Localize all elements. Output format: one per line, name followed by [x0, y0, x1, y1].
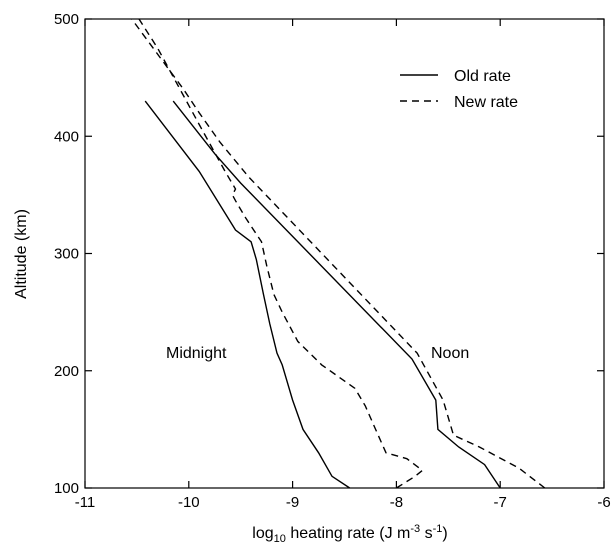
plot-area [131, 18, 546, 489]
x-tick-label: -10 [178, 494, 200, 511]
y-axis-title: Altitude (km) [13, 209, 30, 299]
x-tick-label: -11 [75, 494, 96, 511]
x-tick-label: -8 [390, 494, 403, 511]
x-axis-title: log10 heating rate (J m-3 s-1) [252, 523, 447, 545]
annotation-midnight: Midnight [166, 345, 227, 362]
plot-frame [84, 18, 605, 489]
axes: -11 -10 -9 -8 -7 -6 100 200 300 400 500 [54, 11, 611, 511]
y-tick-label: 300 [54, 246, 79, 263]
series-line-noon-solid [172, 100, 501, 489]
y-tick-label: 400 [54, 128, 79, 145]
series-line-noon-dashed [131, 18, 546, 489]
series-line-midnight-solid [144, 100, 351, 489]
x-tick-label: -6 [597, 494, 610, 511]
annotation-noon: Noon [431, 345, 469, 362]
y-tick-label: 100 [54, 480, 79, 497]
legend-label-old-rate: Old rate [454, 68, 511, 85]
y-tick-label: 200 [54, 363, 79, 380]
y-tick-label: 500 [54, 11, 79, 28]
x-tick-label: -9 [286, 494, 299, 511]
x-tick-label: -7 [494, 494, 507, 511]
series-line-midnight-dashed [138, 18, 424, 489]
legend: Old rate New rate [400, 68, 518, 111]
legend-label-new-rate: New rate [454, 94, 518, 111]
